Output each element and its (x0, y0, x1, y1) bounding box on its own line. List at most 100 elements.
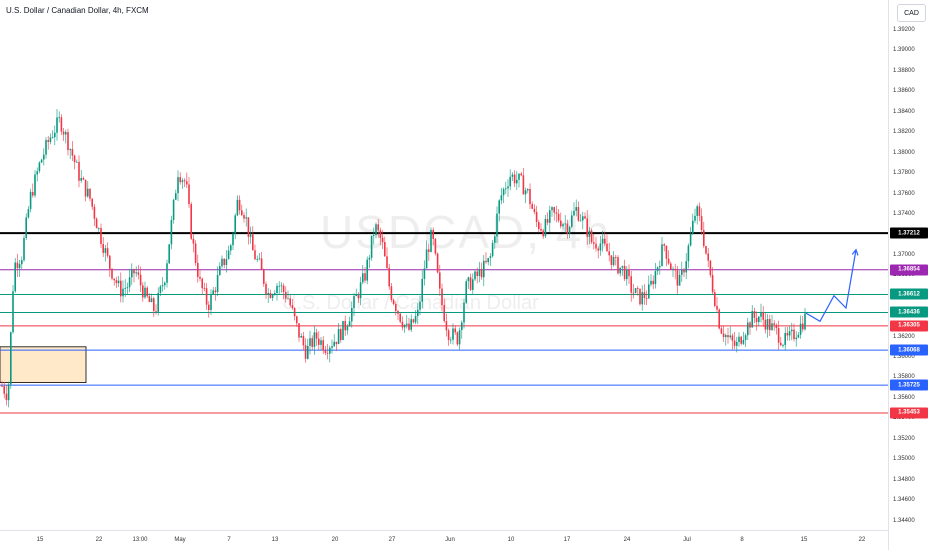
candle-body (260, 258, 263, 270)
candle-body (738, 336, 740, 342)
candle-body (458, 330, 461, 345)
candle-body (241, 210, 243, 216)
candle-body (540, 228, 542, 231)
price-tick: 1.35800 (893, 374, 915, 381)
candle-body (573, 210, 575, 216)
candle-body (412, 319, 415, 323)
candle-body (230, 245, 232, 251)
candle-body (384, 242, 386, 257)
candle-body (16, 262, 19, 269)
candle-body (370, 235, 373, 258)
candle-body (799, 323, 802, 335)
candle-body (645, 297, 648, 299)
candle-body (500, 195, 503, 201)
candle-body (608, 251, 610, 256)
price-tick: 1.37800 (893, 170, 915, 177)
price-tick: 1.36000 (893, 354, 915, 361)
candle-body (43, 154, 45, 160)
candle-body (82, 178, 85, 180)
candle-body (425, 249, 428, 269)
candle-body (102, 244, 104, 253)
time-tick: 15 (36, 537, 44, 543)
candle-body (753, 311, 756, 318)
price-tick: 1.34400 (893, 517, 915, 524)
price-tick: 1.35200 (893, 435, 915, 442)
candle-body (562, 224, 564, 227)
candle-body (711, 275, 714, 293)
candle-body (5, 393, 8, 401)
candle-body (634, 288, 637, 294)
time-axis[interactable]: 15 22 13:00 May 7 13 20 27 Jun 10 17 24 Jul 8 15 22 (0, 530, 888, 551)
candle-body (322, 340, 324, 351)
candle-body (254, 250, 256, 260)
candle-body (309, 338, 311, 346)
candle-body (516, 179, 518, 184)
candle-body (775, 324, 778, 329)
candle-body (392, 299, 395, 305)
candle-body (76, 161, 78, 163)
price-axis[interactable]: 1.39200 1.39000 1.38800 1.38600 1.38400 1.382… (888, 0, 932, 550)
candle-body (571, 215, 573, 227)
candle-body (60, 117, 63, 132)
candle-body (1, 385, 3, 387)
candle-body (346, 326, 349, 331)
candle-body (529, 189, 531, 205)
candle-body (183, 180, 186, 182)
price-tick: 1.37000 (893, 251, 915, 258)
candle-body (3, 386, 5, 394)
candle-body (672, 268, 674, 270)
candle-body (417, 309, 419, 317)
candle-body (544, 219, 547, 237)
candle-body (258, 258, 261, 260)
currency-badge[interactable]: CAD (897, 4, 926, 22)
description-watermark: U.S. Dollar / Canadian Dollar (282, 292, 539, 314)
candle-body (522, 175, 525, 195)
candle-body (656, 267, 659, 272)
candle-body (390, 286, 393, 300)
price-tick: 1.34600 (893, 497, 915, 504)
candle-body (707, 253, 709, 261)
candle-body (445, 321, 448, 331)
candle-body (751, 311, 753, 328)
candle-body (804, 313, 806, 330)
chart-plot-area[interactable]: USDCAD, 4h U.S. Dollar / Canadian Dollar… (0, 0, 888, 530)
candle-body (113, 278, 115, 281)
candle-body (87, 188, 89, 197)
candle-body (194, 243, 197, 263)
candle-body (247, 217, 250, 237)
candle-body (238, 199, 241, 211)
candle-body (610, 255, 613, 265)
candle-body (225, 259, 228, 266)
candle-body (302, 335, 305, 346)
candle-body (117, 280, 120, 284)
candle-body (533, 208, 536, 213)
candlestick-chart (0, 108, 888, 414)
candle-body (432, 229, 434, 239)
candle-body (221, 258, 223, 267)
candle-body (344, 320, 346, 331)
candle-body (267, 292, 269, 295)
candle-body (10, 332, 12, 385)
candle-body (32, 192, 34, 196)
candle-body (546, 219, 549, 223)
level-price-badge: 1.37212 (890, 227, 928, 239)
candle-body (626, 269, 628, 280)
candle-body (49, 137, 52, 142)
candle-body (45, 140, 47, 155)
level-price-badge: 1.36612 (890, 288, 928, 300)
candle-body (663, 244, 665, 246)
candle-body (142, 285, 144, 298)
candle-body (674, 268, 676, 271)
candle-body (755, 317, 758, 323)
candle-body (507, 186, 509, 189)
candle-body (157, 292, 159, 312)
candle-body (681, 270, 683, 275)
candle-body (84, 179, 87, 197)
candle-body (590, 230, 593, 243)
candle-body (485, 260, 487, 263)
candle-body (692, 220, 694, 234)
candle-body (782, 345, 784, 346)
candle-body (700, 216, 703, 231)
candle-body (784, 333, 786, 346)
candle-body (124, 287, 126, 289)
